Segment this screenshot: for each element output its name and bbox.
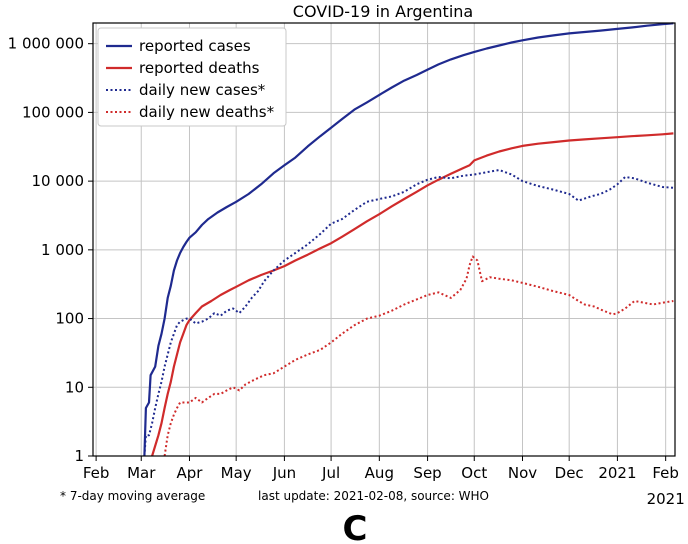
y-tick-label: 100 000 <box>22 103 84 121</box>
x-tick-label: Oct <box>461 464 487 482</box>
series-line-2 <box>143 169 674 457</box>
x-tick-label: Feb <box>83 464 110 482</box>
panel-label: C <box>343 509 368 544</box>
x-axis: Feb Mar Apr May Jun Jul Aug Sep Oct Nov Dec 2021 Feb… <box>83 456 685 508</box>
x-tick-label: Sep <box>413 464 441 482</box>
x-tick-label: Mar <box>127 464 156 482</box>
series-line-1 <box>151 132 674 457</box>
x-tick-label: Nov <box>508 464 537 482</box>
legend-label: reported deaths <box>139 59 260 77</box>
y-tick-label: 10 <box>65 378 84 396</box>
chart-title: COVID-19 in Argentina <box>293 2 473 21</box>
y-tick-label: 100 <box>55 310 84 328</box>
y-axis: 1 10 100 1 000 10 000 100 000 1 000 000 <box>8 35 93 465</box>
y-tick-label: 10 000 <box>32 172 85 190</box>
footnote-moving-average: * 7-day moving average <box>60 489 205 503</box>
y-tick-label: 1 000 <box>41 241 84 259</box>
x-tick-label: Jun <box>272 464 296 482</box>
plot-frame <box>92 22 676 457</box>
x-tick-label: Apr <box>177 464 204 482</box>
legend: reported cases reported deaths daily new c… <box>97 27 287 127</box>
footnote-source: last update: 2021-02-08, source: WHO <box>258 489 489 503</box>
series-layer <box>143 22 674 457</box>
legend-label: reported cases <box>139 37 251 55</box>
y-tick-label: 1 000 000 <box>8 35 84 53</box>
x-tick-label: May <box>221 464 252 482</box>
series-line-3 <box>163 255 674 457</box>
legend-box <box>97 27 287 127</box>
x-tick-label: 2021 <box>598 464 636 482</box>
series-line-0 <box>143 22 674 457</box>
y-tick-label: 1 <box>74 447 84 465</box>
legend-label: daily new deaths* <box>139 103 275 121</box>
x-year-sublabel: 2021 <box>647 490 685 508</box>
x-tick-label: Feb <box>652 464 679 482</box>
x-tick-label: Jul <box>321 464 340 482</box>
legend-label: daily new cases* <box>139 81 266 99</box>
x-tick-label: Dec <box>555 464 584 482</box>
x-tick-label: Aug <box>365 464 394 482</box>
